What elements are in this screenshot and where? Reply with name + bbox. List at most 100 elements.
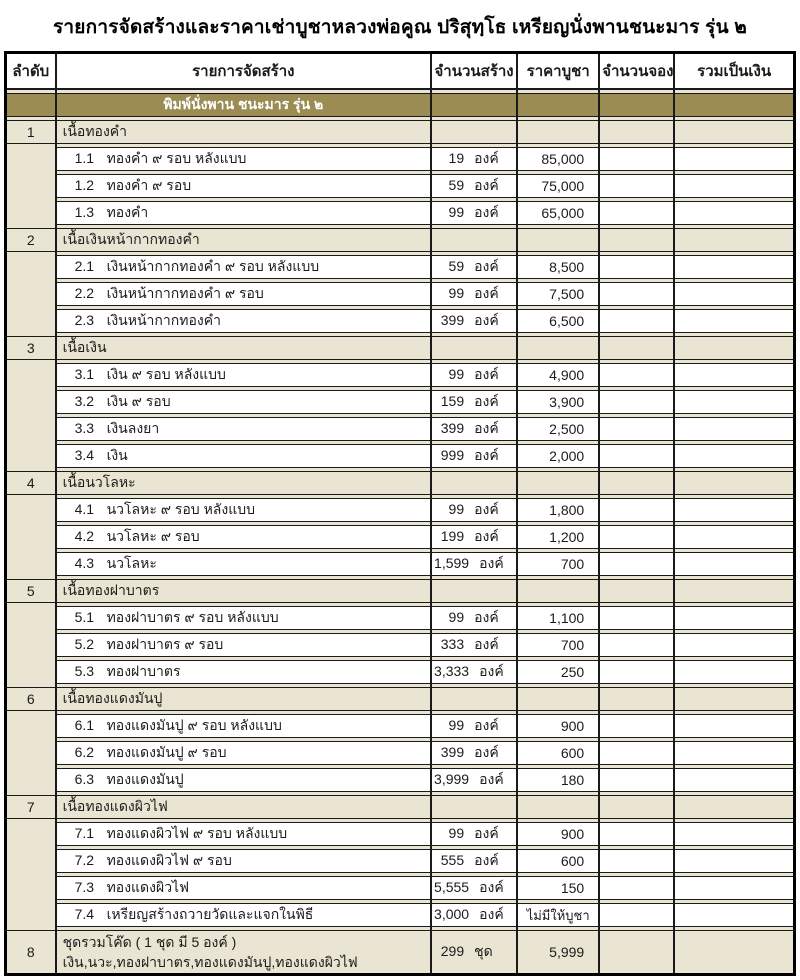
description-cell: 3.1 เงิน ๙ รอบ หลังแบบ	[54, 363, 433, 387]
quantity-value: 1,599	[434, 555, 470, 571]
quantity-unit: องค์	[479, 771, 504, 787]
description-cell: 5.1 ทองฝาบาตร ๙ รอบ หลังแบบ	[54, 606, 433, 630]
gap-cell	[430, 197, 519, 202]
item-row: 3.1 เงิน ๙ รอบ หลังแบบ 99 องค์ 4,900	[6, 363, 796, 387]
item-number: 5.3	[74, 663, 95, 679]
description-cell: 4.3 นวโลหะ	[54, 552, 433, 576]
section-name-cell: เนื้อทองแดงผิวไฟ	[54, 795, 433, 819]
section-name-cell: เนื้อทองคำ	[54, 120, 433, 144]
item-description: ทองคำ ๙ รอบ หลังแบบ	[106, 150, 247, 166]
page-title: รายการจัดสร้างและราคาเช่าบูชาหลวงพ่อคูณ …	[53, 17, 747, 38]
item-description: เงินลงยา	[106, 420, 160, 436]
gap-cell	[54, 251, 433, 256]
section-empty-cell	[673, 120, 796, 144]
section-row: 4 เนื้อนวโลหะ	[4, 471, 796, 495]
quantity-value: 99	[448, 285, 465, 301]
gap-cell	[673, 467, 796, 472]
item-number: 7.4	[74, 906, 95, 922]
item-description: เงินหน้ากากทองคำ	[106, 312, 221, 328]
item-row: 6.2 ทองแดงมันปู ๙ รอบ 399 องค์ 600	[6, 741, 796, 765]
set-row: 8 ชุดรวมโค๊ด ( 1 ชุด มี 5 องค์ ) เงิน,นวะ,…	[4, 930, 796, 975]
price-cell: 6,500	[516, 309, 601, 333]
item-row: 7.3 ทองแดงผิวไฟ 5,555 องค์ 150	[6, 876, 796, 900]
quantity-cell: 3,000 องค์	[430, 903, 519, 927]
order-span-cell	[4, 359, 57, 468]
gap-cell	[516, 683, 601, 688]
reserved-cell	[598, 822, 676, 846]
price-cell: 250	[516, 660, 601, 684]
gap-cell	[598, 386, 676, 391]
item-number: 3.1	[74, 366, 95, 382]
section-empty-cell	[598, 336, 676, 360]
gap-cell	[4, 332, 57, 337]
row-gap	[4, 332, 796, 337]
gap-cell	[516, 89, 601, 94]
quantity-cell: 59 องค์	[430, 255, 519, 279]
reserved-cell	[598, 525, 676, 549]
gap-cell	[673, 143, 796, 148]
gap-cell	[430, 629, 519, 634]
item-number: 5.2	[74, 636, 95, 652]
item-description: ทองคำ ๙ รอบ	[106, 177, 192, 193]
gap-cell	[516, 224, 601, 229]
quantity-unit: องค์	[479, 906, 504, 922]
price-cell: 700	[516, 633, 601, 657]
gap-cell	[430, 278, 519, 283]
price-cell: 1,800	[516, 498, 601, 522]
price-cell: 3,900	[516, 390, 601, 414]
gap-cell	[598, 845, 676, 850]
gap-cell	[54, 764, 433, 769]
quantity-cell: 3,999 องค์	[430, 768, 519, 792]
order-cell: 5	[4, 579, 57, 603]
column-header-reserved: จำนวนจอง	[598, 52, 676, 90]
description-cell: 6.1 ทองแดงมันปู ๙ รอบ หลังแบบ	[54, 714, 433, 738]
gap-cell	[54, 440, 433, 445]
reserved-cell	[598, 498, 676, 522]
section-empty-cell	[598, 795, 676, 819]
order-cell: 8	[4, 930, 57, 975]
gap-cell	[4, 89, 57, 94]
item-row: 7.1 ทองแดงผิวไฟ ๙ รอบ หลังแบบ 99 องค์ 900	[6, 822, 796, 846]
order-cell: 6	[4, 687, 57, 711]
gap-cell	[598, 656, 676, 661]
price-cell: 900	[516, 822, 601, 846]
gap-cell	[598, 116, 676, 121]
quantity-cell: 3,333 องค์	[430, 660, 519, 684]
gap-cell	[673, 332, 796, 337]
quantity-unit: องค์	[474, 744, 499, 760]
gap-cell	[598, 224, 676, 229]
series-subheader-empty-cell	[430, 93, 519, 117]
price-cell: 150	[516, 876, 601, 900]
gap-cell	[673, 683, 796, 688]
gap-cell	[4, 467, 57, 472]
reserved-cell	[598, 255, 676, 279]
order-cell: 3	[4, 336, 57, 360]
quantity-unit: องค์	[474, 609, 499, 625]
row-gap	[6, 440, 796, 445]
set-title: ชุดรวมโค๊ด ( 1 ชุด มี 5 องค์ )	[62, 934, 237, 950]
quantity-cell: 399 องค์	[430, 417, 519, 441]
gap-cell	[673, 737, 796, 742]
section-empty-cell	[430, 579, 519, 603]
gap-cell	[598, 602, 676, 607]
price-cell: 75,000	[516, 174, 601, 198]
quantity-cell: 99 องค์	[430, 282, 519, 306]
section-empty-cell	[430, 795, 519, 819]
item-number: 6.3	[74, 771, 95, 787]
row-gap	[4, 494, 796, 576]
quantity-cell: 99 องค์	[430, 606, 519, 630]
item-number: 2.2	[74, 285, 95, 301]
gap-cell	[430, 494, 519, 499]
item-description: เงิน	[106, 447, 128, 463]
item-row: 1.1 ทองคำ ๙ รอบ หลังแบบ 19 องค์ 85,000	[6, 147, 796, 171]
gap-cell	[673, 494, 796, 499]
gap-cell	[598, 737, 676, 742]
section-empty-cell	[673, 579, 796, 603]
item-row: 5.3 ทองฝาบาตร 3,333 องค์ 250	[6, 660, 796, 684]
item-row: 2.3 เงินหน้ากากทองคำ 399 องค์ 6,500	[6, 309, 796, 333]
quantity-value: 3,000	[434, 906, 470, 922]
total-cell	[673, 147, 796, 171]
gap-cell	[516, 575, 601, 580]
gap-cell	[598, 467, 676, 472]
item-number: 1.1	[74, 150, 95, 166]
